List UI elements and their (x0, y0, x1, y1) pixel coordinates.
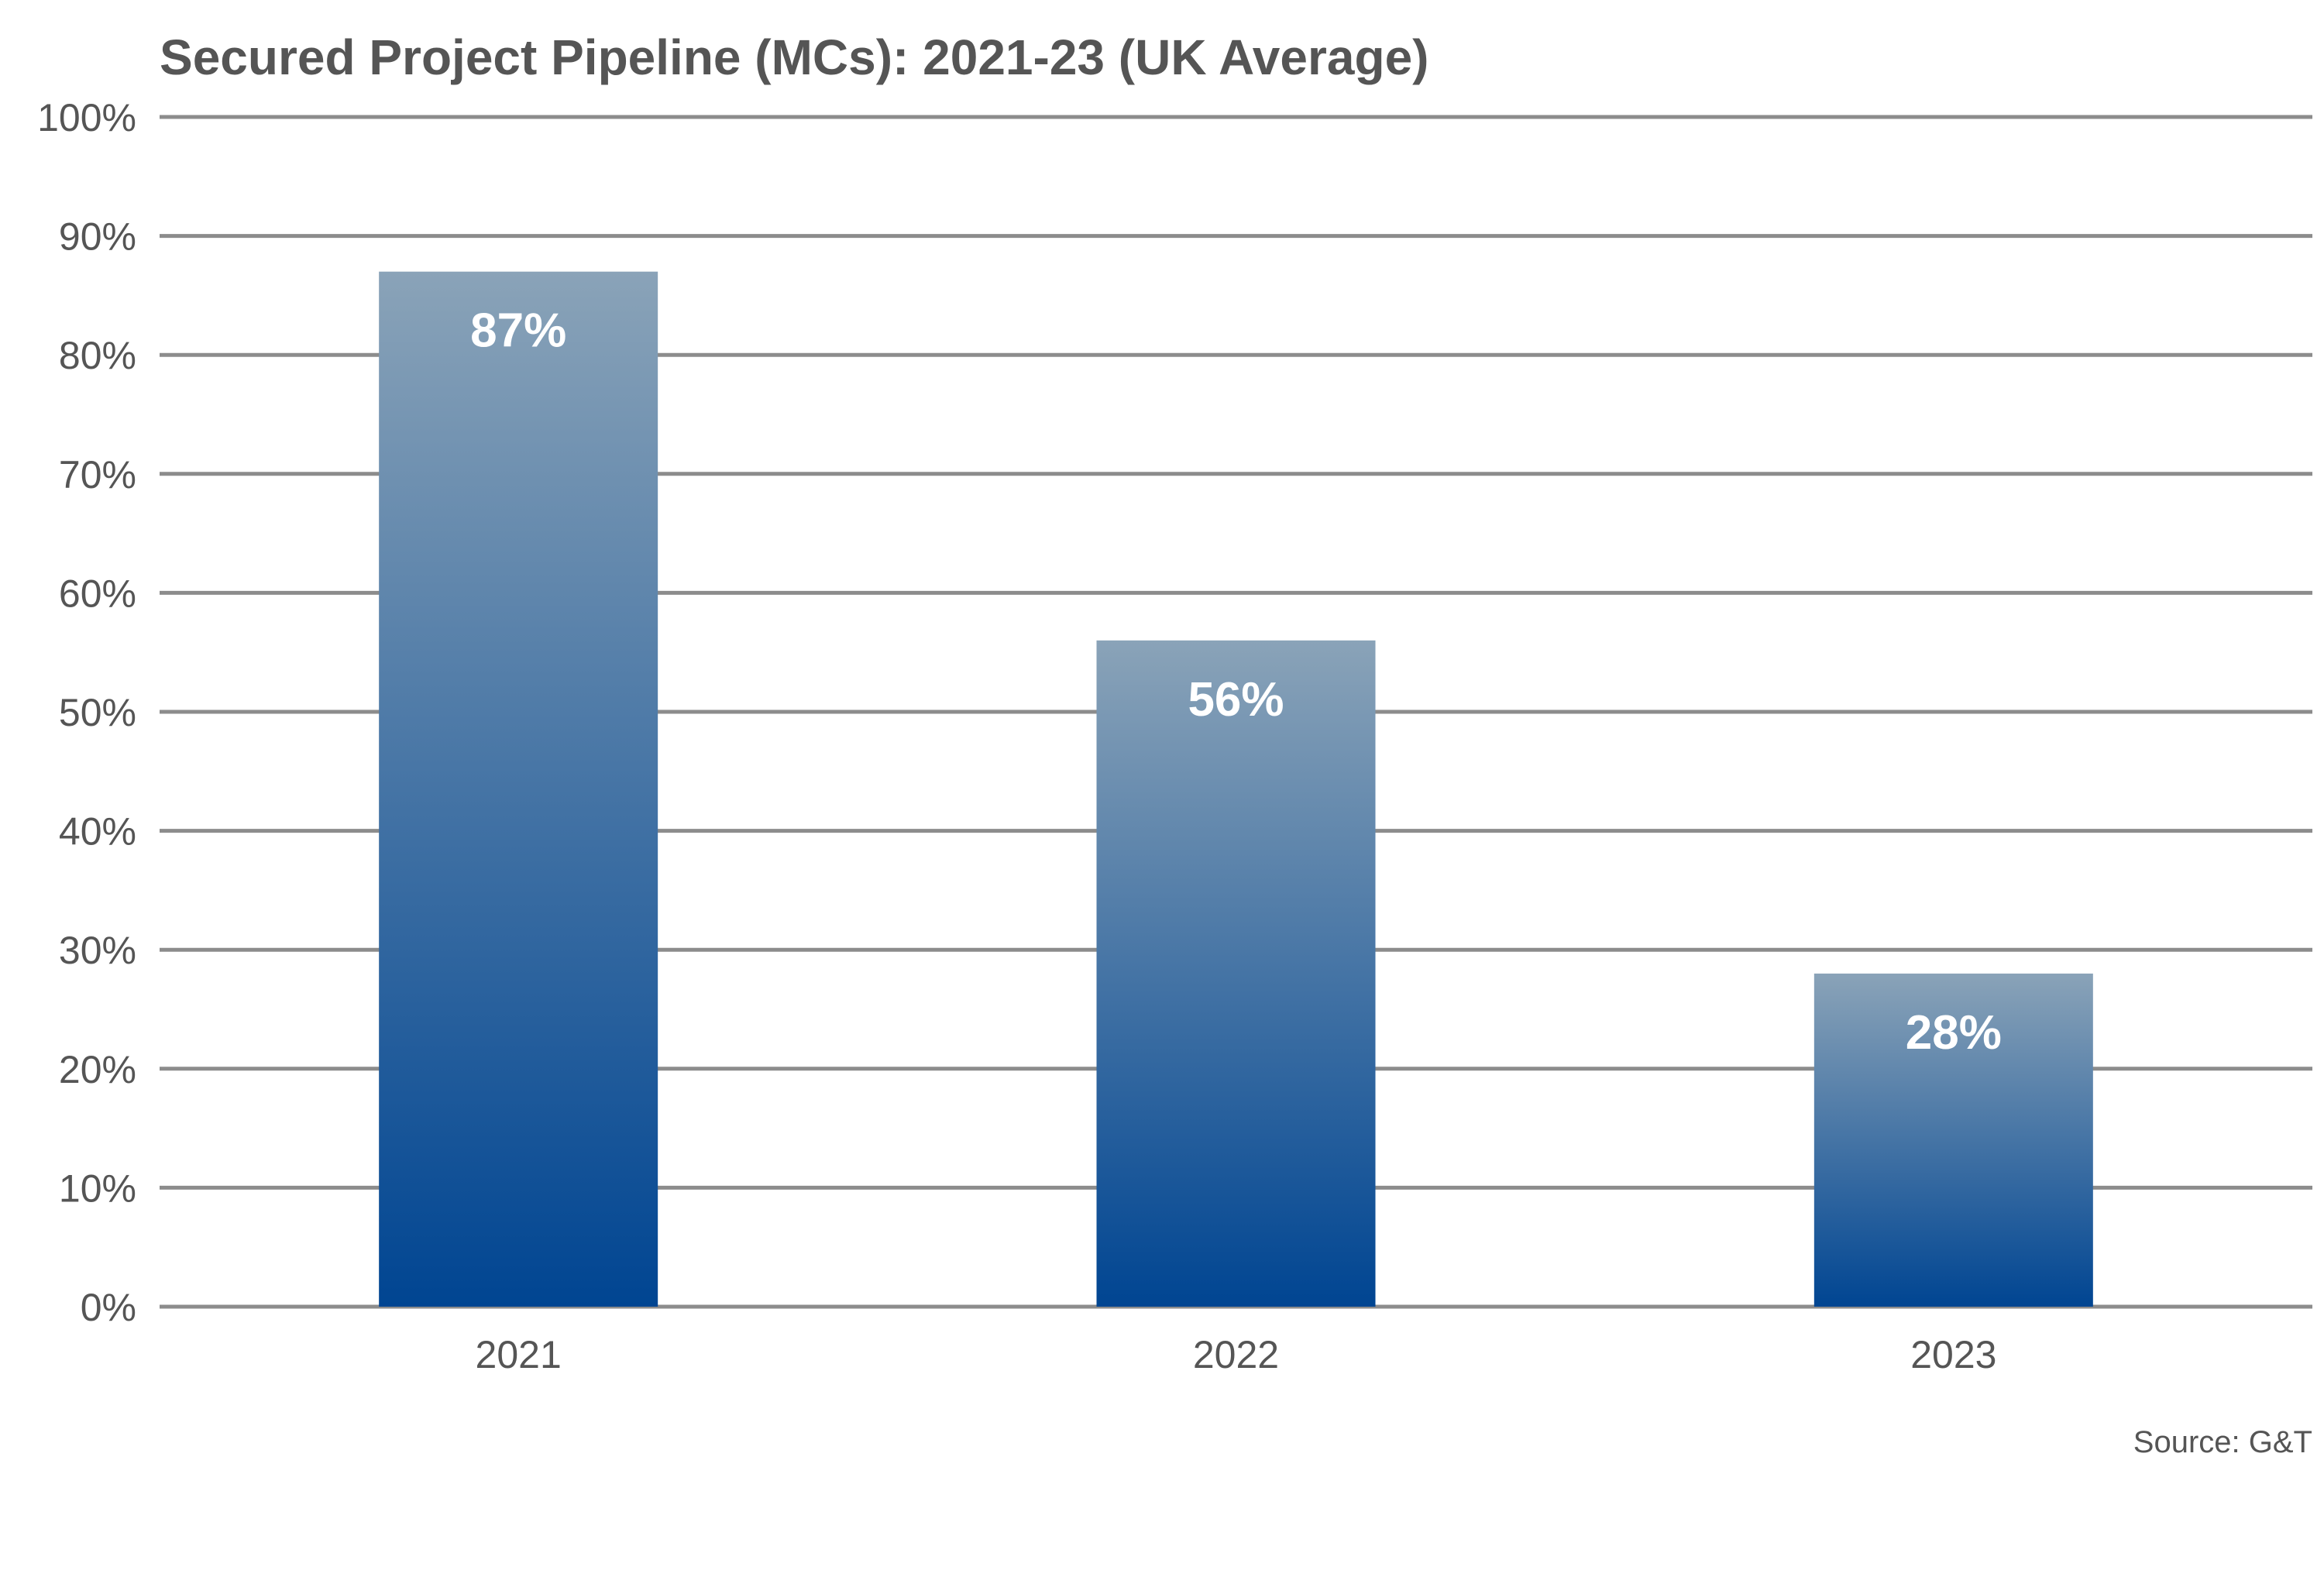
y-tick-label: 50% (59, 691, 136, 734)
y-tick-label: 60% (59, 572, 136, 615)
bar-value-label: 87% (470, 304, 566, 358)
bar-value-label: 56% (1188, 673, 1284, 727)
y-tick-label: 30% (59, 929, 136, 972)
y-tick-label: 0% (81, 1286, 136, 1329)
bars: 87% 56% 28% (379, 271, 2093, 1307)
bar-2023 (1813, 973, 2093, 1307)
y-axis-ticks: 0% 10% 20% 30% 40% 50% 60% 70% 80% 90% 100% (37, 96, 136, 1329)
y-tick-label: 70% (59, 453, 136, 496)
bar-value-label: 28% (1906, 1006, 2002, 1060)
chart-title: Secured Project Pipeline (MCs): 2021-23 … (160, 29, 1428, 85)
x-tick-label: 2022 (1193, 1333, 1279, 1376)
bar-2022 (1096, 640, 1376, 1307)
y-tick-label: 10% (59, 1166, 136, 1210)
y-tick-label: 90% (59, 215, 136, 259)
x-tick-label: 2023 (1910, 1333, 1996, 1376)
source-note: Source: G&T (2133, 1425, 2312, 1459)
y-tick-label: 100% (37, 96, 136, 139)
x-axis-ticks: 2021 2022 2023 (476, 1333, 1997, 1376)
x-tick-label: 2021 (476, 1333, 562, 1376)
y-tick-label: 40% (59, 810, 136, 854)
bar-2021 (379, 271, 658, 1307)
y-tick-label: 20% (59, 1048, 136, 1091)
y-tick-label: 80% (59, 334, 136, 377)
